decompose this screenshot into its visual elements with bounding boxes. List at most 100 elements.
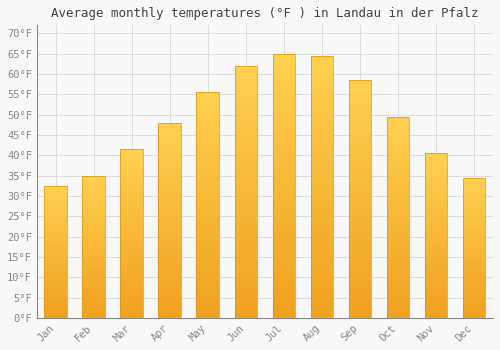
Bar xyxy=(196,198,220,201)
Bar xyxy=(424,278,448,280)
Bar xyxy=(272,141,295,144)
Bar xyxy=(196,282,220,284)
Bar xyxy=(348,213,372,216)
Bar xyxy=(82,232,105,234)
Bar xyxy=(158,144,182,146)
Bar xyxy=(348,237,372,239)
Bar xyxy=(82,218,105,220)
Bar xyxy=(272,67,295,70)
Bar xyxy=(234,126,258,129)
Bar xyxy=(120,178,144,180)
Bar xyxy=(386,258,409,260)
Bar xyxy=(158,257,182,259)
Bar xyxy=(348,251,372,254)
Bar xyxy=(272,104,295,106)
Bar xyxy=(44,270,67,272)
Bar xyxy=(82,288,105,289)
Bar xyxy=(234,184,258,187)
Bar xyxy=(196,115,220,117)
Bar xyxy=(386,229,409,231)
Bar xyxy=(424,234,448,236)
Bar xyxy=(158,131,182,133)
Bar xyxy=(196,248,220,250)
Bar xyxy=(386,165,409,167)
Bar xyxy=(462,277,485,279)
Bar xyxy=(386,153,409,155)
Bar xyxy=(272,101,295,104)
Bar xyxy=(120,205,144,206)
Bar xyxy=(120,173,144,175)
Bar xyxy=(82,230,105,231)
Bar xyxy=(272,164,295,167)
Bar xyxy=(310,92,334,95)
Bar xyxy=(120,252,144,254)
Bar xyxy=(120,276,144,278)
Bar xyxy=(424,167,448,168)
Bar xyxy=(234,227,258,230)
Bar xyxy=(120,281,144,282)
Bar xyxy=(158,164,182,166)
Bar xyxy=(310,161,334,163)
Bar xyxy=(310,279,334,281)
Bar xyxy=(44,280,67,281)
Bar xyxy=(196,261,220,264)
Bar xyxy=(44,297,67,298)
Bar xyxy=(44,307,67,309)
Bar xyxy=(348,273,372,275)
Bar xyxy=(462,305,485,307)
Bar xyxy=(310,98,334,100)
Bar xyxy=(158,238,182,240)
Bar xyxy=(272,278,295,281)
Bar xyxy=(272,80,295,83)
Bar xyxy=(310,268,334,271)
Bar xyxy=(462,281,485,283)
Bar xyxy=(310,273,334,276)
Bar xyxy=(386,272,409,274)
Bar xyxy=(196,119,220,122)
Bar xyxy=(44,188,67,190)
Bar xyxy=(424,175,448,176)
Bar xyxy=(158,316,182,318)
Bar xyxy=(120,298,144,299)
Bar xyxy=(158,175,182,177)
Bar xyxy=(386,209,409,211)
Bar xyxy=(424,209,448,211)
Bar xyxy=(348,97,372,99)
Bar xyxy=(348,170,372,173)
Bar xyxy=(386,191,409,193)
Bar xyxy=(82,212,105,214)
Bar xyxy=(272,223,295,225)
Bar xyxy=(348,120,372,123)
Bar xyxy=(234,310,258,313)
Bar xyxy=(44,251,67,252)
Bar xyxy=(424,275,448,277)
Bar xyxy=(234,101,258,104)
Bar xyxy=(348,166,372,168)
Bar xyxy=(234,192,258,194)
Bar xyxy=(158,218,182,220)
Bar xyxy=(158,290,182,293)
Bar xyxy=(424,184,448,186)
Bar xyxy=(120,220,144,222)
Bar xyxy=(196,205,220,207)
Bar xyxy=(310,111,334,113)
Bar xyxy=(196,225,220,228)
Bar xyxy=(196,284,220,286)
Bar xyxy=(424,285,448,287)
Bar xyxy=(386,274,409,275)
Bar xyxy=(462,224,485,225)
Bar xyxy=(158,174,182,175)
Bar xyxy=(424,265,448,267)
Bar xyxy=(272,99,295,101)
Bar xyxy=(272,244,295,246)
Bar xyxy=(158,177,182,179)
Bar xyxy=(234,86,258,89)
Bar xyxy=(82,275,105,276)
Bar xyxy=(272,286,295,289)
Bar xyxy=(348,239,372,242)
Bar xyxy=(120,195,144,196)
Bar xyxy=(120,171,144,173)
Bar xyxy=(348,83,372,85)
Bar xyxy=(310,116,334,119)
Bar xyxy=(234,247,258,250)
